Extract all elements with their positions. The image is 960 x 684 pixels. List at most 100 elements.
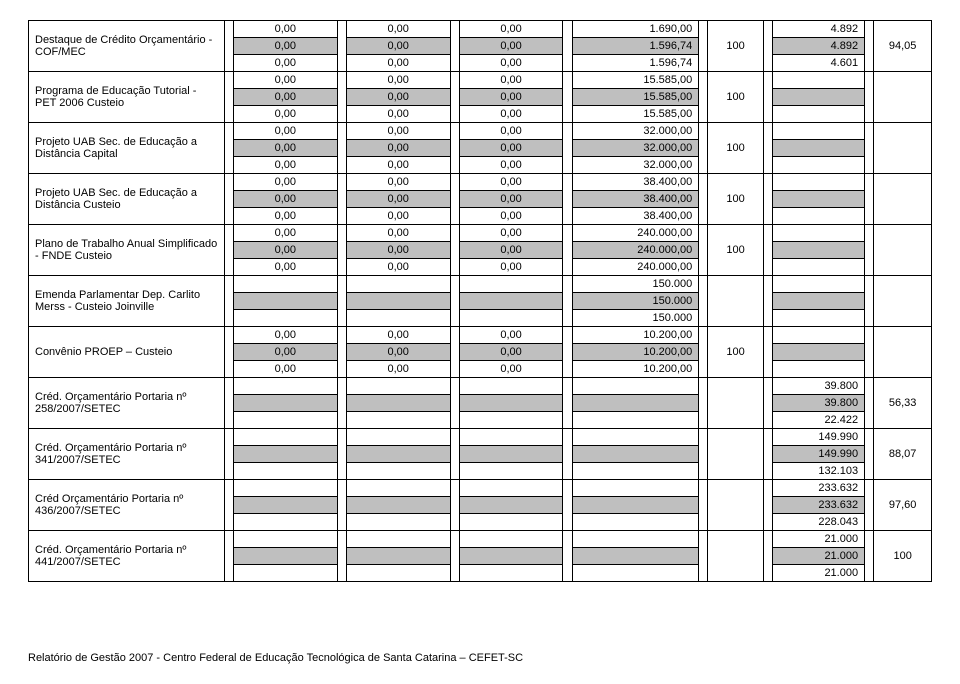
cell-c2: 0,00 — [346, 327, 450, 344]
cell-c7 — [874, 123, 932, 174]
cell-c3: 0,00 — [459, 344, 563, 361]
table-row: Créd. Orçamentário Portaria nº 341/2007/… — [29, 429, 932, 446]
cell-c6: 233.632 — [772, 497, 864, 514]
cell-c6: 4.892 — [772, 38, 864, 55]
cell-c1: 0,00 — [234, 327, 338, 344]
cell-c1 — [234, 497, 338, 514]
cell-c6 — [772, 259, 864, 276]
cell-c4: 38.400,00 — [572, 191, 699, 208]
cell-c4: 10.200,00 — [572, 327, 699, 344]
cell-c4: 32.000,00 — [572, 140, 699, 157]
cell-c2 — [346, 463, 450, 480]
cell-c6: 132.103 — [772, 463, 864, 480]
footer-text: Relatório de Gestão 2007 - Centro Federa… — [28, 652, 932, 664]
cell-c2: 0,00 — [346, 89, 450, 106]
row-group-label: Convênio PROEP – Custeio — [29, 327, 225, 378]
cell-c1 — [234, 446, 338, 463]
cell-c5 — [708, 429, 763, 480]
cell-c3 — [459, 480, 563, 497]
cell-c5 — [708, 378, 763, 429]
cell-c3 — [459, 531, 563, 548]
cell-c4 — [572, 548, 699, 565]
cell-c2: 0,00 — [346, 55, 450, 72]
table-row: Emenda Parlamentar Dep. Carlito Merss - … — [29, 276, 932, 293]
cell-c3 — [459, 429, 563, 446]
cell-c3 — [459, 395, 563, 412]
cell-c5: 100 — [708, 225, 763, 276]
cell-c2 — [346, 514, 450, 531]
cell-c6 — [772, 72, 864, 89]
cell-c3: 0,00 — [459, 225, 563, 242]
cell-c3: 0,00 — [459, 89, 563, 106]
cell-c6: 39.800 — [772, 378, 864, 395]
cell-c1 — [234, 514, 338, 531]
cell-c3: 0,00 — [459, 361, 563, 378]
cell-c2 — [346, 378, 450, 395]
cell-c4: 240.000,00 — [572, 259, 699, 276]
cell-c3 — [459, 276, 563, 293]
cell-c2 — [346, 531, 450, 548]
cell-c6 — [772, 140, 864, 157]
cell-c6 — [772, 106, 864, 123]
cell-c1: 0,00 — [234, 208, 338, 225]
cell-c4: 15.585,00 — [572, 106, 699, 123]
cell-c1 — [234, 548, 338, 565]
cell-c7 — [874, 72, 932, 123]
cell-c1: 0,00 — [234, 123, 338, 140]
cell-c7: 97,60 — [874, 480, 932, 531]
cell-c2: 0,00 — [346, 72, 450, 89]
cell-c4: 1.596,74 — [572, 55, 699, 72]
cell-c6: 21.000 — [772, 565, 864, 582]
cell-c4: 38.400,00 — [572, 174, 699, 191]
cell-c1: 0,00 — [234, 72, 338, 89]
cell-c1 — [234, 276, 338, 293]
cell-c3 — [459, 446, 563, 463]
cell-c3: 0,00 — [459, 191, 563, 208]
cell-c4: 1.690,00 — [572, 21, 699, 38]
row-group-label: Emenda Parlamentar Dep. Carlito Merss - … — [29, 276, 225, 327]
cell-c4 — [572, 497, 699, 514]
cell-c1: 0,00 — [234, 259, 338, 276]
cell-c6 — [772, 89, 864, 106]
cell-c5: 100 — [708, 123, 763, 174]
cell-c5: 100 — [708, 72, 763, 123]
cell-c2: 0,00 — [346, 242, 450, 259]
cell-c7: 100 — [874, 531, 932, 582]
cell-c4 — [572, 514, 699, 531]
cell-c6 — [772, 310, 864, 327]
cell-c2 — [346, 565, 450, 582]
cell-c3 — [459, 378, 563, 395]
cell-c2 — [346, 276, 450, 293]
cell-c1: 0,00 — [234, 174, 338, 191]
cell-c4 — [572, 378, 699, 395]
cell-c4 — [572, 531, 699, 548]
cell-c1 — [234, 293, 338, 310]
cell-c3: 0,00 — [459, 38, 563, 55]
row-group-label: Créd. Orçamentário Portaria nº 441/2007/… — [29, 531, 225, 582]
cell-c6 — [772, 344, 864, 361]
cell-c4: 150.000 — [572, 276, 699, 293]
cell-c1: 0,00 — [234, 242, 338, 259]
cell-c1: 0,00 — [234, 106, 338, 123]
cell-c6: 21.000 — [772, 531, 864, 548]
cell-c2 — [346, 497, 450, 514]
cell-c3: 0,00 — [459, 106, 563, 123]
table-row: Créd. Orçamentário Portaria nº 258/2007/… — [29, 378, 932, 395]
cell-c2 — [346, 395, 450, 412]
cell-c4: 1.596,74 — [572, 38, 699, 55]
cell-c3: 0,00 — [459, 157, 563, 174]
table-row: Programa de Educação Tutorial - PET 2006… — [29, 72, 932, 89]
cell-c1 — [234, 463, 338, 480]
row-group-label: Plano de Trabalho Anual Simplificado - F… — [29, 225, 225, 276]
cell-c1 — [234, 480, 338, 497]
cell-c1: 0,00 — [234, 344, 338, 361]
table-row: Créd Orçamentário Portaria nº 436/2007/S… — [29, 480, 932, 497]
cell-c4: 10.200,00 — [572, 361, 699, 378]
cell-c3 — [459, 514, 563, 531]
cell-c2: 0,00 — [346, 123, 450, 140]
row-group-label: Programa de Educação Tutorial - PET 2006… — [29, 72, 225, 123]
cell-c6 — [772, 242, 864, 259]
cell-c1: 0,00 — [234, 361, 338, 378]
cell-c3: 0,00 — [459, 208, 563, 225]
cell-c4: 32.000,00 — [572, 123, 699, 140]
